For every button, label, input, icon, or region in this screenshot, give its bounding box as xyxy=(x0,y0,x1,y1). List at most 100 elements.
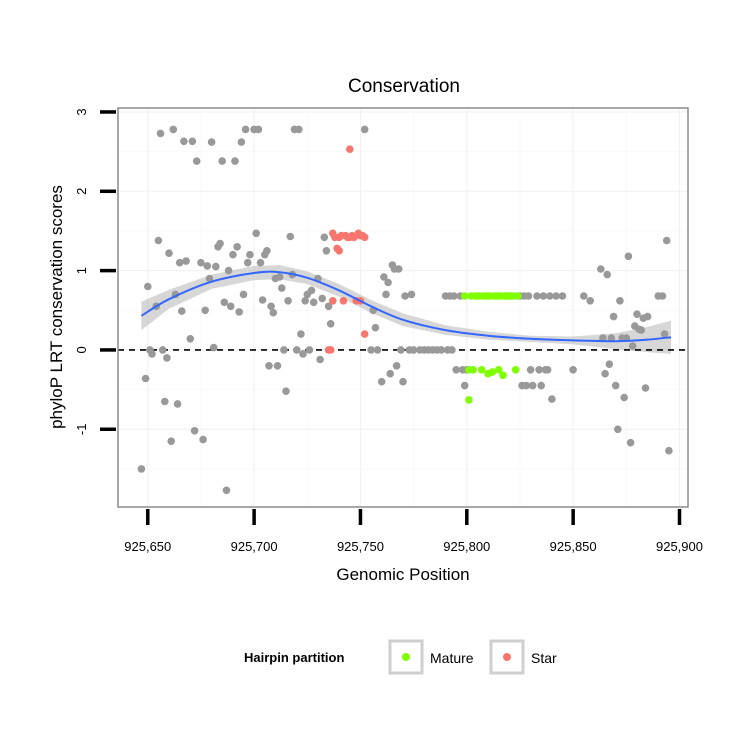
y-tick-label: -1 xyxy=(74,424,89,436)
point-other xyxy=(192,157,201,165)
point-star xyxy=(335,247,344,255)
point-other xyxy=(437,346,446,354)
point-other xyxy=(269,308,278,317)
point-other xyxy=(558,292,567,300)
legend-entry-mature: Mature xyxy=(388,639,474,675)
point-other xyxy=(605,360,614,369)
point-other xyxy=(367,346,375,354)
point-other xyxy=(552,292,560,300)
point-other xyxy=(295,125,303,134)
point-other xyxy=(607,334,616,342)
x-tick-label: 925,750 xyxy=(337,539,384,554)
point-star xyxy=(339,297,348,305)
point-other xyxy=(382,290,390,299)
point-other xyxy=(539,292,548,300)
point-other xyxy=(305,346,314,354)
point-mature xyxy=(477,366,486,374)
point-other xyxy=(158,346,167,354)
point-other xyxy=(209,343,218,352)
point-other xyxy=(275,273,284,281)
point-other xyxy=(165,249,173,257)
point-other xyxy=(620,393,628,402)
point-other xyxy=(452,366,461,374)
point-other xyxy=(662,236,671,245)
point-other xyxy=(216,239,224,248)
point-other xyxy=(522,381,531,390)
point-other xyxy=(371,323,380,332)
point-other xyxy=(297,330,305,338)
point-other xyxy=(299,350,307,358)
point-other xyxy=(324,302,333,311)
y-axis-title: phyloP LRT conservation scores xyxy=(47,185,66,429)
point-other xyxy=(207,138,216,146)
point-other xyxy=(205,274,214,283)
point-other xyxy=(141,374,150,383)
point-other xyxy=(282,387,290,396)
point-other xyxy=(237,138,246,146)
point-other xyxy=(401,292,409,300)
point-other xyxy=(603,270,611,279)
point-other xyxy=(301,297,310,305)
point-other xyxy=(265,362,273,370)
point-other xyxy=(256,258,265,267)
point-star xyxy=(346,145,354,153)
point-star xyxy=(329,297,337,305)
point-other xyxy=(409,346,418,354)
point-other xyxy=(658,292,667,300)
y-tick-label: 3 xyxy=(74,108,89,115)
point-other xyxy=(580,292,588,300)
point-other xyxy=(537,381,545,390)
point-other xyxy=(407,290,416,299)
point-other xyxy=(278,284,286,292)
x-tick-label: 925,650 xyxy=(124,539,171,554)
point-other xyxy=(626,438,635,447)
x-axis: 925,650 925,700 925,750 925,800 925,850 925,9… xyxy=(124,509,703,554)
point-other xyxy=(392,362,401,370)
x-tick-label: 925,850 xyxy=(550,539,597,554)
point-other xyxy=(263,247,271,255)
point-other xyxy=(397,346,405,354)
point-mature xyxy=(494,366,503,374)
point-other xyxy=(156,129,165,138)
point-star xyxy=(360,233,369,242)
point-other xyxy=(243,258,252,267)
point-other xyxy=(173,400,182,408)
point-other xyxy=(233,243,241,251)
y-tick-label: 1 xyxy=(74,267,89,274)
point-other xyxy=(252,229,260,238)
point-other xyxy=(586,297,594,305)
point-other xyxy=(273,362,282,370)
point-other xyxy=(235,308,243,316)
point-other xyxy=(318,294,327,303)
point-other xyxy=(548,395,556,403)
point-other xyxy=(569,366,577,374)
point-other xyxy=(199,435,207,444)
y-tick-label: 0 xyxy=(74,346,89,353)
point-other xyxy=(286,232,295,241)
smooth-trend-line xyxy=(140,270,672,343)
point-other xyxy=(182,257,190,265)
confidence-band xyxy=(141,265,671,354)
point-other xyxy=(460,381,469,390)
point-mature xyxy=(514,292,522,300)
panel-border xyxy=(117,107,689,508)
point-other xyxy=(546,292,554,300)
point-other xyxy=(178,307,186,315)
x-tick-label: 925,900 xyxy=(656,539,703,554)
point-other xyxy=(254,125,263,134)
legend-title: Hairpin partition xyxy=(244,650,344,665)
point-other xyxy=(633,310,641,319)
point-other xyxy=(533,292,541,300)
point-other xyxy=(224,266,233,275)
panel-background xyxy=(118,108,688,507)
point-other xyxy=(203,262,212,270)
point-other xyxy=(267,302,275,311)
point-star xyxy=(360,330,369,338)
point-other xyxy=(246,250,254,259)
point-other xyxy=(380,273,388,281)
point-other xyxy=(386,369,395,378)
point-other xyxy=(526,366,535,374)
point-other xyxy=(624,252,633,261)
point-other xyxy=(144,282,152,291)
